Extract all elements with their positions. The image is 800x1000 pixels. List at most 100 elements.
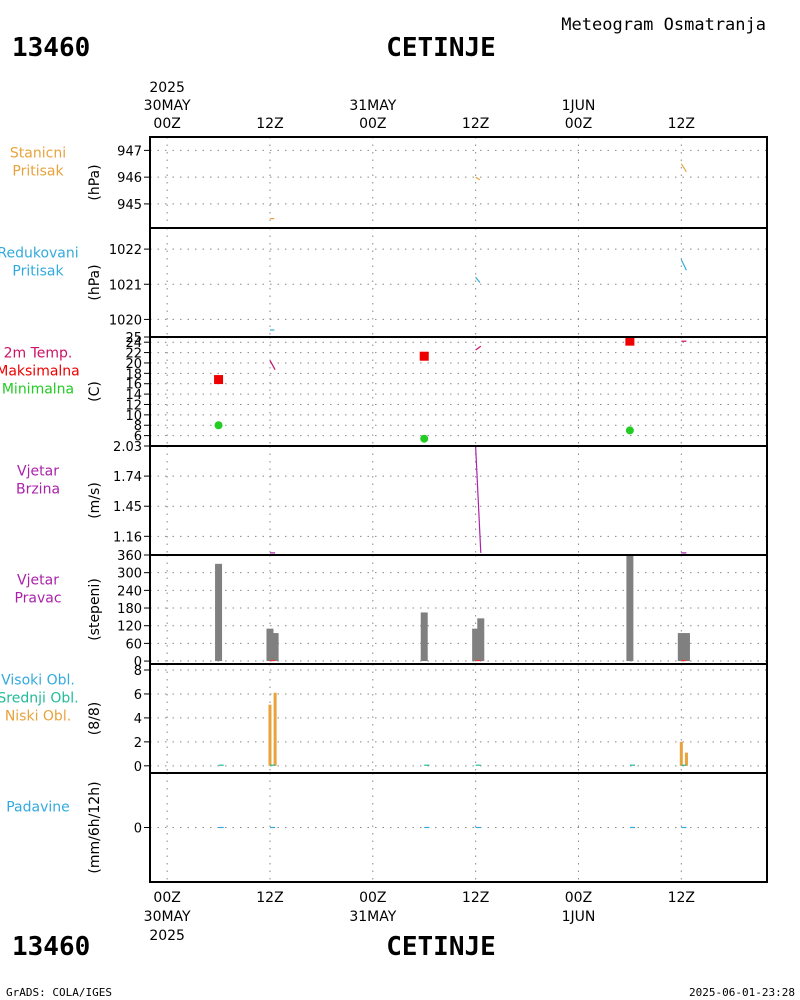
- y-tick-label: 1022: [109, 243, 142, 258]
- min-temp-point: [420, 434, 429, 443]
- y-tick-label: 2: [134, 736, 142, 751]
- y-tick-label: 6: [134, 688, 142, 703]
- min-temp-point: [214, 421, 223, 430]
- top-axis-hour: 00Z: [153, 116, 180, 132]
- y-tick-label: 0: [134, 822, 142, 837]
- panel-frame: [149, 336, 768, 447]
- footer-timestamp: 2025-06-01-23:28: [689, 986, 795, 999]
- series-line-segment: [475, 345, 482, 351]
- bar: [420, 612, 428, 662]
- bar: [271, 633, 279, 662]
- panel-vjetar_brzina: 1.16 1.45 1.74 2.03 (m/s) Vjetar Brzina: [16, 440, 768, 556]
- y-tick-label: 14: [125, 388, 142, 403]
- y-tick-label: 24: [125, 336, 142, 351]
- station-id-bottom: 13460: [12, 932, 90, 962]
- panel-frame: [149, 227, 768, 338]
- bar: [684, 752, 688, 766]
- bar: [677, 633, 685, 662]
- time-axis-bottom: 00Z 30MAY 2025 12Z 00Z 31MAY 12Z 00Z 1JUN 12Z: [144, 890, 695, 944]
- max-temp-point: [214, 375, 224, 385]
- panel-label: Pritisak: [12, 264, 64, 280]
- y-tick-label: 1.45: [113, 500, 142, 515]
- y-tick-label: 20: [125, 357, 142, 372]
- time-axis-top: 2025 30MAY 00Z 12Z 31MAY 00Z 12Z 1JUN 00Z 12Z: [144, 80, 695, 132]
- panel-oblaci: 0 2 4 6 8 (8/8) Visoki Obl. Srednji Obl. Niski O…: [0, 663, 768, 775]
- y-axis-label: (hPa): [87, 264, 103, 300]
- y-tick-label: 60: [125, 637, 142, 652]
- panel-label: Niski Obl.: [5, 709, 71, 725]
- series-line-segment: [680, 259, 687, 271]
- y-axis-label: (mm/6h/12h): [87, 781, 103, 873]
- top-axis-date: 1JUN: [562, 98, 596, 114]
- city-title-top: CETINJE: [386, 33, 496, 63]
- panel-frame: [149, 772, 768, 883]
- top-axis-date: 31MAY: [349, 98, 396, 114]
- top-axis-hour: 12Z: [462, 116, 489, 132]
- panel-label: Visoki Obl.: [1, 673, 75, 689]
- bar: [215, 563, 223, 662]
- bottom-axis-hour: 00Z: [153, 890, 180, 906]
- y-tick-label: 0: [134, 655, 142, 670]
- panel-label: Maksimalna: [0, 364, 80, 380]
- y-tick-label: 8: [134, 419, 142, 434]
- panel-label: Pravac: [14, 591, 61, 607]
- panel-frame: [149, 663, 768, 774]
- y-axis-label: (C): [87, 381, 103, 402]
- bar: [273, 692, 277, 766]
- panel-label: Stanicni: [10, 146, 66, 162]
- bottom-axis-hour: 00Z: [565, 890, 592, 906]
- panel-frame: [149, 554, 768, 665]
- y-tick-label: 10: [125, 409, 142, 424]
- panel-label: Redukovani: [0, 246, 79, 262]
- y-tick-label: 0: [134, 760, 142, 775]
- series-line-segment: [680, 163, 687, 173]
- min-temp-point: [625, 426, 634, 435]
- y-tick-label: 1020: [109, 313, 142, 328]
- panel-label: Srednji Obl.: [0, 691, 79, 707]
- y-tick-label: 945: [117, 198, 142, 213]
- bottom-axis-hour: 00Z: [359, 890, 386, 906]
- station-id-top: 13460: [12, 33, 90, 63]
- top-axis-hour: 00Z: [565, 116, 592, 132]
- bottom-axis-date: 31MAY: [349, 909, 396, 925]
- y-tick-label: 180: [117, 602, 142, 617]
- panel-label: Brzina: [16, 482, 60, 498]
- y-tick-label: 12: [125, 398, 142, 413]
- meteogram-panels: 945946947(hPa)StanicniPritisak1020102110…: [0, 136, 768, 883]
- y-tick-label: 1021: [109, 278, 142, 293]
- y-tick-label: 947: [117, 144, 142, 159]
- bottom-axis-date: 1JUN: [562, 909, 596, 925]
- panel-label: 2m Temp.: [4, 346, 73, 362]
- panel-vjetar_pravac: 0 60 120 180 240 300 360 (stepeni) Vjetar Pravac: [14, 549, 768, 670]
- bar: [268, 704, 272, 766]
- top-axis-date: 30MAY: [144, 98, 191, 114]
- y-tick-label: 946: [117, 171, 142, 186]
- footer-credit: GrADS: COLA/IGES: [6, 986, 112, 999]
- bottom-axis-hour: 12Z: [256, 890, 283, 906]
- y-tick-label: 240: [117, 584, 142, 599]
- series-line-segment: [475, 445, 482, 553]
- y-tick-label: 4: [134, 712, 142, 727]
- bar: [477, 618, 485, 662]
- y-axis-label: (m/s): [87, 482, 103, 519]
- series-line-segment: [475, 176, 481, 181]
- panel-label: Vjetar: [17, 573, 59, 589]
- y-tick-label: 120: [117, 620, 142, 635]
- y-tick-label: 25: [125, 331, 142, 346]
- bottom-axis-hour: 12Z: [668, 890, 695, 906]
- bottom-axis-hour: 12Z: [462, 890, 489, 906]
- panel-redukovani: 1020 1021 1022 (hPa) Redukovani Pritisak: [0, 227, 768, 338]
- bottom-axis-year: 2025: [149, 928, 185, 944]
- y-axis-label: (stepeni): [87, 578, 103, 641]
- series-line-segment: [475, 276, 481, 283]
- top-axis-hour: 12Z: [256, 116, 283, 132]
- bar: [679, 741, 683, 766]
- max-temp-point: [419, 351, 429, 361]
- panel-label: Padavine: [6, 800, 70, 816]
- top-axis-hour: 00Z: [359, 116, 386, 132]
- top-axis-hour: 12Z: [668, 116, 695, 132]
- panel-padavine: 0 (mm/6h/12h) Padavine: [6, 772, 768, 883]
- y-tick-label: 1.74: [113, 470, 142, 485]
- bottom-axis-date: 30MAY: [144, 909, 191, 925]
